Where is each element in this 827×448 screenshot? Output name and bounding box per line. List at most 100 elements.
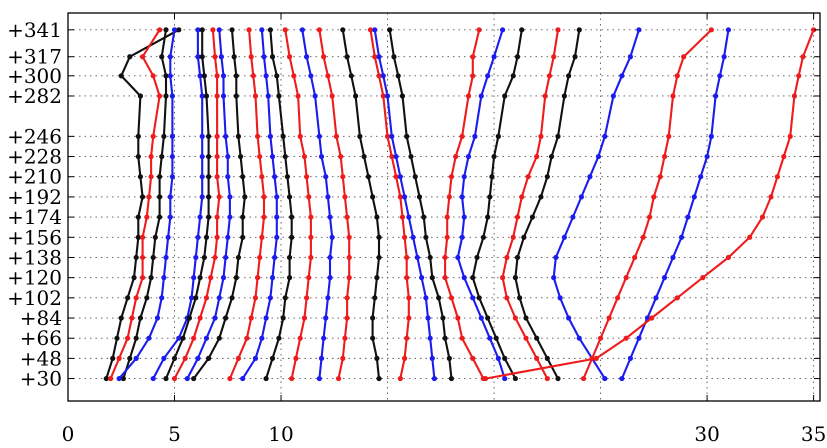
data-point: [410, 234, 416, 240]
data-point: [301, 315, 308, 321]
data-point: [455, 254, 461, 261]
data-point: [157, 214, 163, 220]
data-point: [261, 214, 267, 220]
data-point: [163, 93, 169, 99]
data-point: [412, 174, 418, 180]
data-point: [538, 194, 544, 200]
data-point: [257, 153, 263, 160]
data-point: [455, 315, 461, 321]
data-point: [404, 335, 410, 341]
data-point: [674, 295, 680, 301]
data-point: [619, 73, 625, 79]
data-point: [544, 375, 550, 382]
data-point: [321, 54, 327, 60]
data-point: [289, 375, 295, 382]
data-point: [159, 295, 165, 301]
data-point: [387, 27, 393, 33]
series-0-black: [103, 27, 182, 382]
data-point: [448, 174, 455, 180]
data-point: [195, 234, 201, 240]
data-point: [169, 93, 175, 99]
data-point: [176, 27, 182, 33]
data-point: [157, 27, 163, 33]
data-point: [135, 234, 141, 240]
data-point: [423, 295, 429, 301]
data-point: [327, 254, 333, 261]
data-point: [225, 174, 231, 180]
data-point: [137, 93, 144, 99]
data-point: [269, 355, 276, 361]
y-tick-label: +156: [7, 225, 62, 249]
data-point: [651, 194, 657, 200]
data-point: [401, 194, 408, 200]
data-point: [197, 73, 203, 79]
data-point: [114, 335, 120, 341]
data-point: [254, 275, 261, 281]
data-point: [487, 335, 493, 341]
data-point: [201, 73, 207, 79]
data-point: [485, 214, 491, 220]
data-point: [391, 54, 397, 60]
data-point: [421, 214, 427, 220]
y-tick-label: +246: [7, 124, 62, 148]
data-point: [195, 54, 201, 60]
data-point: [408, 153, 414, 160]
data-point: [542, 93, 548, 99]
data-point: [465, 93, 472, 99]
data-point: [448, 375, 455, 382]
data-point: [346, 275, 352, 281]
data-point: [199, 194, 205, 200]
data-point: [459, 194, 465, 200]
series-line: [369, 29, 410, 379]
data-point: [282, 295, 288, 301]
data-point: [163, 27, 169, 33]
series-24-blue: [551, 27, 642, 382]
data-point: [259, 27, 265, 33]
data-point: [146, 335, 152, 341]
data-point: [344, 54, 350, 60]
data-point: [429, 275, 435, 281]
data-point: [548, 153, 555, 160]
data-point: [265, 93, 271, 99]
data-point: [316, 133, 322, 139]
series-5-black: [163, 27, 212, 382]
data-point: [276, 93, 282, 99]
series-line: [105, 28, 180, 379]
data-point: [372, 295, 378, 301]
data-point: [627, 355, 634, 361]
data-point: [404, 254, 410, 261]
data-point: [199, 54, 205, 60]
data-point: [523, 335, 529, 341]
data-point: [489, 174, 495, 180]
data-point: [595, 153, 602, 160]
series-layer: [103, 27, 817, 382]
data-point: [308, 214, 314, 220]
series-22-red: [499, 27, 561, 382]
data-point: [708, 133, 714, 139]
data-point: [472, 133, 478, 139]
data-point: [295, 93, 301, 99]
data-point: [551, 54, 557, 60]
data-point: [214, 153, 220, 160]
data-point: [499, 27, 506, 33]
data-point: [561, 234, 567, 240]
data-point: [561, 93, 567, 99]
data-point: [580, 375, 587, 382]
data-point: [551, 275, 557, 281]
data-point: [674, 73, 680, 79]
y-tick-label: +84: [20, 306, 62, 330]
data-point: [127, 355, 133, 361]
data-point: [240, 214, 246, 220]
data-point: [713, 93, 719, 99]
data-point: [171, 355, 178, 361]
data-point: [442, 275, 448, 281]
data-point: [495, 133, 501, 139]
data-point: [139, 194, 146, 200]
data-point: [370, 335, 376, 341]
data-point: [380, 93, 386, 99]
data-point: [504, 295, 510, 301]
data-point: [657, 174, 663, 180]
data-point: [244, 335, 250, 341]
series-23-black: [512, 27, 582, 382]
